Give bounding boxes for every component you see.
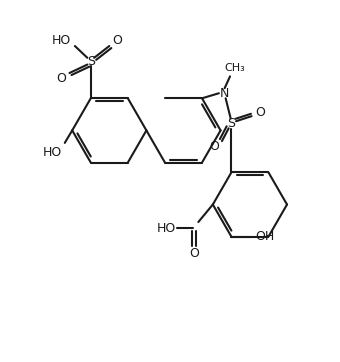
Text: HO: HO [157,222,176,235]
Text: OH: OH [255,230,275,243]
Text: N: N [219,87,228,100]
Text: HO: HO [52,34,71,47]
Text: O: O [189,247,199,260]
Text: O: O [209,140,219,153]
Text: O: O [56,72,66,85]
Text: CH₃: CH₃ [225,63,245,73]
Text: O: O [112,34,122,47]
Text: S: S [87,55,95,68]
Text: HO: HO [42,146,62,159]
Text: O: O [255,106,265,119]
Text: S: S [227,117,235,130]
